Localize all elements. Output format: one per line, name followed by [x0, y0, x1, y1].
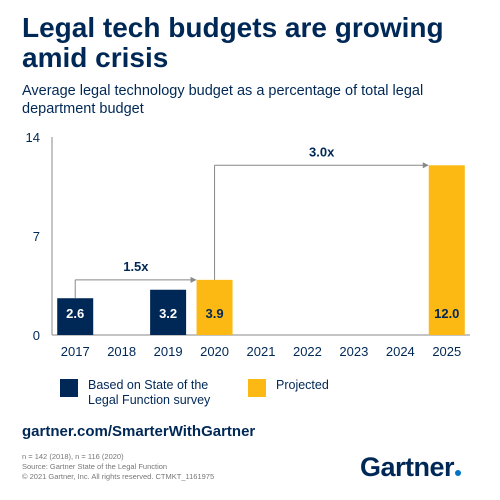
legend-swatch-projected	[248, 379, 266, 397]
gartner-logo: Gartner	[360, 452, 462, 483]
x-tick-label: 2018	[107, 344, 136, 359]
annotation-arrowhead	[190, 276, 197, 283]
legend-swatch-survey	[60, 379, 78, 397]
bar-value-label: 3.9	[206, 306, 224, 321]
x-tick-label: 2024	[386, 344, 415, 359]
x-tick-label: 2023	[339, 344, 368, 359]
bar-value-label: 3.2	[159, 306, 177, 321]
footnote-sample: n = 142 (2018), n = 116 (2020)	[22, 452, 124, 461]
x-tick-label: 2020	[200, 344, 229, 359]
x-tick-label: 2022	[293, 344, 322, 359]
x-tick-label: 2017	[61, 344, 90, 359]
bar	[428, 165, 465, 335]
bar-chart: 0 7 14 2.6 3.2 3.9 12.0 2017 2018 2019 2020 2021 202…	[26, 130, 470, 359]
footnote-copyright: © 2021 Gartner, Inc. All rights reserved…	[22, 472, 215, 481]
y-tick-label: 0	[33, 328, 40, 343]
chart-title: Legal tech budgets are growing amid cris…	[22, 12, 444, 73]
bar-value-label: 12.0	[434, 306, 459, 321]
bar	[57, 298, 94, 335]
annotation-arrowhead	[422, 162, 429, 169]
legend-label-survey: Based on State of the Legal Function sur…	[88, 378, 211, 407]
bar	[196, 279, 233, 335]
annotation-label: 1.5x	[123, 259, 149, 274]
y-tick-label: 7	[33, 229, 40, 244]
annotation-label: 3.0x	[309, 144, 335, 159]
x-tick-label: 2025	[432, 344, 461, 359]
bar	[150, 289, 187, 335]
bar-value-label: 2.6	[66, 306, 84, 321]
source-url[interactable]: gartner.com/SmarterWithGartner	[22, 423, 256, 440]
logo-dot-icon	[455, 470, 462, 476]
y-tick-label: 14	[26, 130, 40, 145]
legend-label-projected: Projected	[276, 378, 329, 392]
x-tick-label: 2019	[154, 344, 183, 359]
footnote-source: Source: Gartner State of the Legal Funct…	[22, 462, 168, 471]
x-tick-label: 2021	[247, 344, 276, 359]
chart-subtitle: Average legal technology budget as a per…	[22, 83, 424, 117]
